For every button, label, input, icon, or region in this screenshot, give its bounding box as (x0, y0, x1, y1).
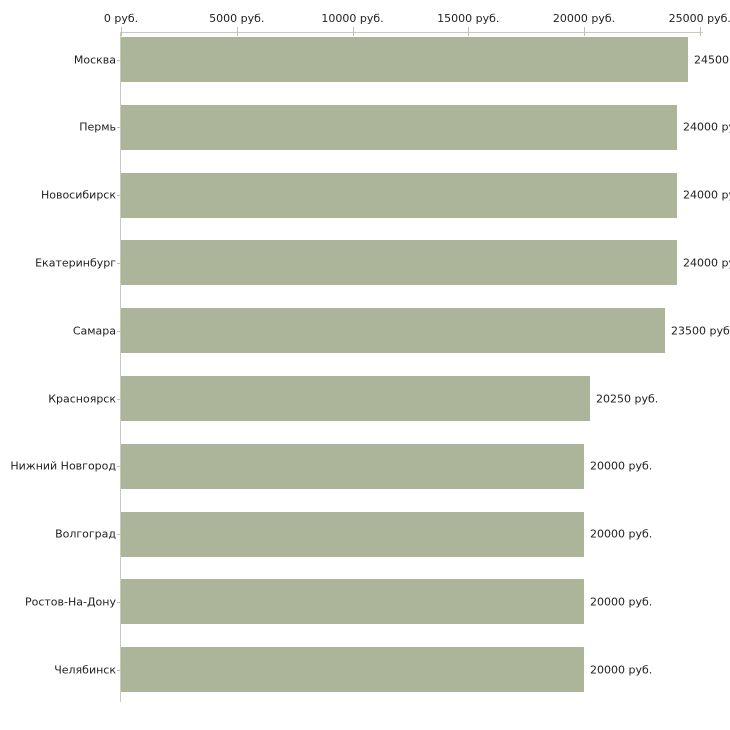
bar-4 (121, 240, 677, 286)
category-label: Москва (73, 53, 116, 66)
y-axis-tick (117, 399, 121, 400)
bar-5 (121, 308, 665, 354)
category-label: Екатеринбург (35, 256, 116, 270)
bar-7 (121, 443, 584, 489)
bar-3 (121, 172, 677, 218)
bar-2 (121, 104, 677, 150)
x-axis-tick (121, 27, 122, 36)
value-label: 20000 руб. (590, 527, 653, 541)
x-axis-tick-label: 10000 руб. (321, 12, 384, 25)
y-axis-tick (117, 127, 121, 128)
y-axis-tick (117, 263, 121, 264)
value-label: 24000 руб. (683, 256, 730, 270)
x-axis-line (121, 32, 703, 33)
value-label: 20000 руб. (590, 459, 653, 473)
y-axis-tick (117, 466, 121, 467)
bar-6 (121, 376, 590, 421)
y-axis-tick (117, 602, 121, 603)
x-axis-tick-label: 20000 руб. (552, 12, 616, 25)
y-axis-tick (117, 331, 121, 332)
value-label: 23500 руб. (671, 324, 730, 338)
x-axis-tick-label: 15000 руб. (437, 12, 500, 25)
bar-9 (121, 579, 584, 625)
category-label: Красноярск (48, 392, 116, 405)
category-label: Челябинск (54, 663, 116, 677)
x-axis-tick (236, 27, 238, 36)
x-axis-tick (468, 27, 470, 36)
x-axis-tick (699, 27, 701, 36)
category-label: Пермь (79, 120, 116, 134)
value-label: 20000 руб. (590, 595, 653, 609)
category-label: Новосибирск (40, 188, 116, 202)
y-axis-tick (117, 534, 121, 535)
value-label: 20000 руб. (590, 663, 653, 677)
y-axis-tick (117, 195, 121, 196)
category-label: Нижний Новгород (10, 459, 116, 473)
y-axis-line (120, 32, 121, 702)
x-axis-tick (584, 27, 585, 36)
bar-8 (121, 511, 584, 557)
category-label: Ростов-На-Дону (24, 595, 116, 609)
x-axis-tick (352, 27, 354, 36)
y-axis-tick (117, 60, 121, 61)
category-label: Волгоград (55, 527, 116, 541)
bar-10 (121, 647, 584, 693)
value-label: 24000 руб. (683, 188, 730, 202)
y-axis-tick (117, 670, 121, 671)
value-label: 24000 руб. (683, 120, 730, 134)
x-axis-tick-label: 0 руб. (103, 12, 139, 25)
value-label: 20250 руб. (596, 392, 659, 405)
value-label: 24500 руб. (694, 53, 730, 66)
category-label: Самара (72, 324, 116, 338)
x-axis-tick-label: 5000 руб. (209, 12, 265, 25)
x-axis-tick-label: 25000 руб. (668, 12, 730, 25)
bar-1 (121, 37, 688, 82)
